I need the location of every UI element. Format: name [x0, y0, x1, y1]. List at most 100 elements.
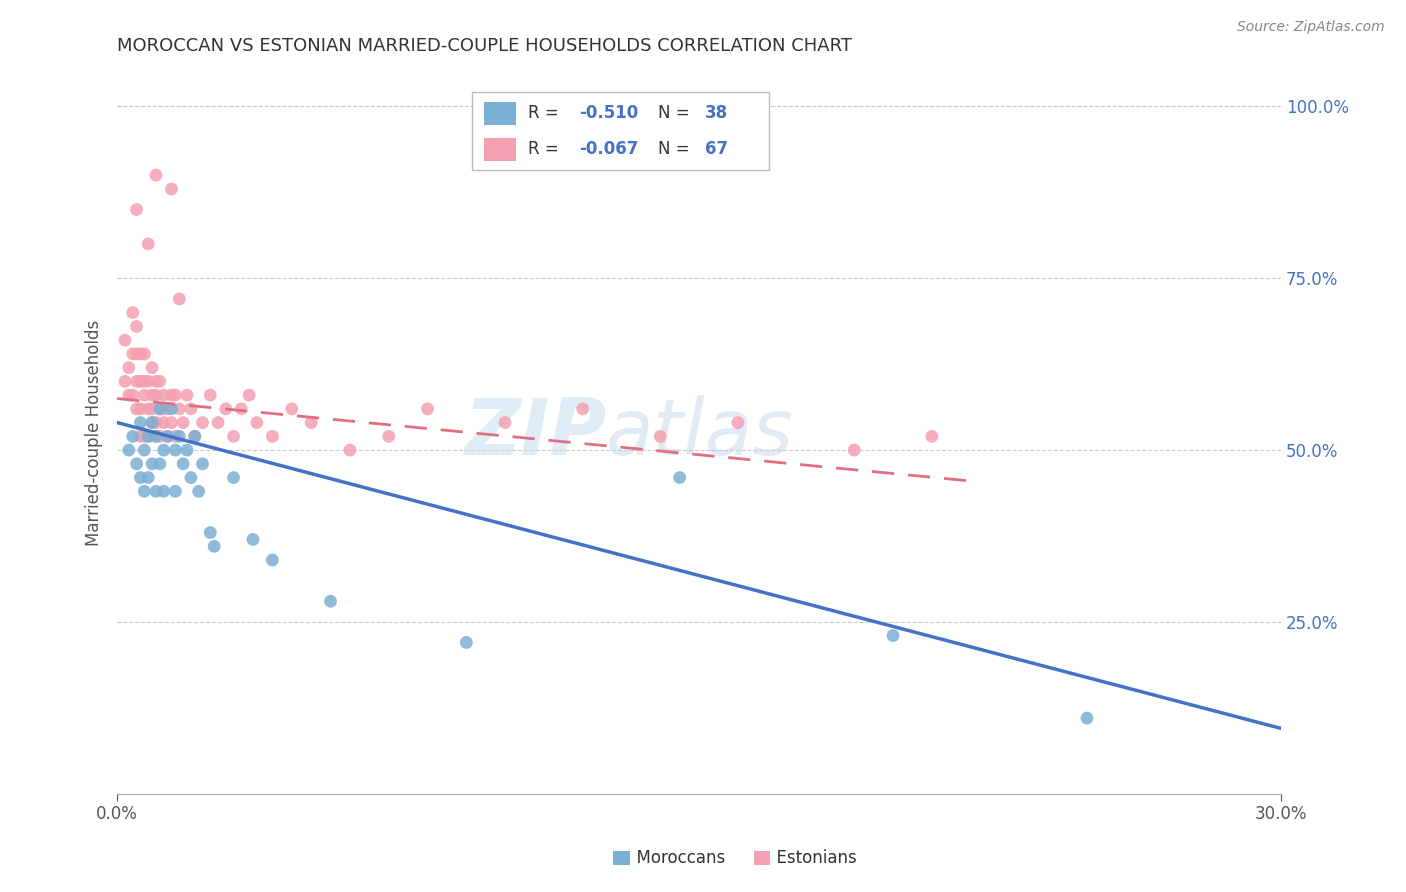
Point	[134, 388, 156, 402]
Point	[149, 401, 172, 416]
Point	[145, 168, 167, 182]
Point	[156, 401, 179, 416]
Point	[121, 347, 143, 361]
FancyBboxPatch shape	[472, 92, 769, 169]
Point	[165, 429, 187, 443]
Text: Source: ZipAtlas.com: Source: ZipAtlas.com	[1237, 20, 1385, 34]
Point	[180, 470, 202, 484]
Point	[191, 457, 214, 471]
Point	[921, 429, 943, 443]
Point	[456, 635, 478, 649]
Text: ZIP: ZIP	[464, 395, 606, 471]
Point	[129, 375, 152, 389]
Point	[141, 416, 163, 430]
Point	[141, 401, 163, 416]
Point	[136, 401, 159, 416]
Point	[141, 457, 163, 471]
Point	[141, 416, 163, 430]
Point	[125, 347, 148, 361]
Point	[118, 360, 141, 375]
Point	[134, 429, 156, 443]
Point	[149, 401, 172, 416]
Point	[180, 401, 202, 416]
Text: Estonians: Estonians	[766, 849, 858, 867]
Point	[215, 401, 238, 416]
Point	[145, 429, 167, 443]
Point	[141, 360, 163, 375]
Point	[134, 484, 156, 499]
Point	[145, 484, 167, 499]
Point	[668, 470, 690, 484]
Point	[184, 429, 207, 443]
Point	[650, 429, 672, 443]
Text: 67: 67	[704, 140, 728, 159]
Point	[152, 401, 174, 416]
Point	[167, 429, 190, 443]
Text: Moroccans: Moroccans	[626, 849, 725, 867]
Point	[319, 594, 342, 608]
Point	[191, 416, 214, 430]
Point	[145, 429, 167, 443]
Point	[167, 292, 190, 306]
Point	[136, 236, 159, 251]
Point	[222, 470, 245, 484]
Point	[156, 429, 179, 443]
Point	[200, 388, 222, 402]
Point	[145, 375, 167, 389]
Point	[1076, 711, 1098, 725]
Point	[200, 525, 222, 540]
Bar	[754, 851, 770, 865]
Point	[129, 401, 152, 416]
Point	[165, 484, 187, 499]
Point	[165, 388, 187, 402]
Point	[136, 470, 159, 484]
Point	[136, 429, 159, 443]
Point	[222, 429, 245, 443]
Point	[118, 388, 141, 402]
Point	[202, 539, 225, 553]
Point	[281, 401, 304, 416]
Point	[134, 443, 156, 458]
Point	[152, 443, 174, 458]
Point	[184, 429, 207, 443]
Point	[238, 388, 260, 402]
Point	[165, 443, 187, 458]
Bar	[484, 102, 516, 125]
Point	[172, 457, 194, 471]
Text: -0.067: -0.067	[579, 140, 638, 159]
Point	[134, 375, 156, 389]
Y-axis label: Married-couple Households: Married-couple Households	[86, 319, 103, 546]
Text: N =: N =	[658, 140, 695, 159]
Point	[160, 388, 183, 402]
Point	[149, 429, 172, 443]
Point	[231, 401, 253, 416]
Text: N =: N =	[658, 104, 695, 122]
Point	[129, 416, 152, 430]
Point	[160, 416, 183, 430]
Point	[176, 443, 198, 458]
Point	[176, 388, 198, 402]
Point	[114, 333, 136, 347]
Point	[141, 388, 163, 402]
Point	[136, 429, 159, 443]
Point	[121, 306, 143, 320]
Point	[136, 375, 159, 389]
Point	[262, 553, 284, 567]
Point	[160, 401, 183, 416]
Point	[129, 347, 152, 361]
Point	[125, 319, 148, 334]
Point	[125, 401, 148, 416]
Text: -0.510: -0.510	[579, 104, 638, 122]
Point	[494, 416, 516, 430]
Point	[121, 429, 143, 443]
Point	[152, 388, 174, 402]
Text: atlas: atlas	[606, 395, 794, 471]
Point	[121, 388, 143, 402]
Point	[134, 347, 156, 361]
Point	[207, 416, 229, 430]
Point	[149, 375, 172, 389]
Point	[571, 401, 593, 416]
Point	[299, 416, 322, 430]
Point	[167, 401, 190, 416]
Point	[145, 416, 167, 430]
